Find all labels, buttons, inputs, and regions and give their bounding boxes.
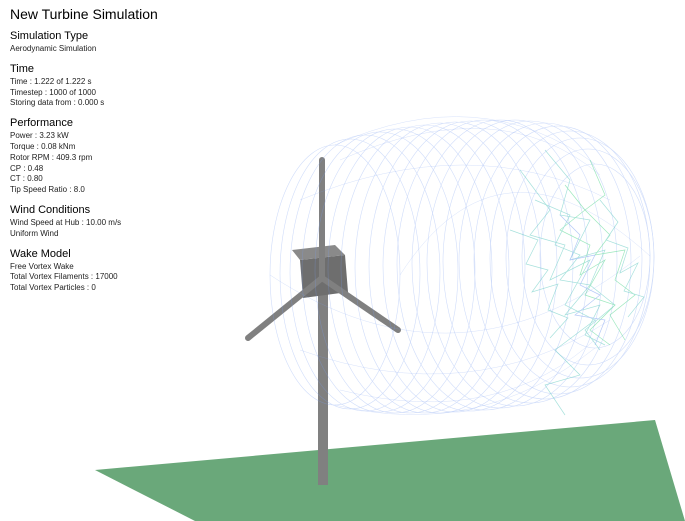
wind-line: Uniform Wind [10, 229, 220, 240]
perf-line: CP : 0.48 [10, 164, 220, 175]
time-line: Time : 1.222 of 1.222 s [10, 77, 220, 88]
turbine-tower [318, 285, 328, 485]
sim-type-value: Aerodynamic Simulation [10, 44, 220, 55]
time-line: Timestep : 1000 of 1000 [10, 88, 220, 99]
ground-plane [95, 420, 685, 521]
performance-header: Performance [10, 117, 220, 129]
simulation-title: New Turbine Simulation [10, 6, 220, 22]
wake-line: Free Vortex Wake [10, 262, 220, 273]
wake-vortex [270, 120, 654, 413]
turbine-nacelle [300, 255, 348, 298]
turbine-nacelle-top [292, 245, 345, 260]
wake-header: Wake Model [10, 248, 220, 260]
wake-helix [270, 117, 650, 415]
wind-line: Wind Speed at Hub : 10.00 m/s [10, 218, 220, 229]
wake-line: Total Vortex Filaments : 17000 [10, 272, 220, 283]
turbine-blade [248, 278, 322, 338]
wind-header: Wind Conditions [10, 204, 220, 216]
perf-line: Tip Speed Ratio : 8.0 [10, 185, 220, 196]
perf-line: Power : 3.23 kW [10, 131, 220, 142]
wake-line: Total Vortex Particles : 0 [10, 283, 220, 294]
perf-line: Torque : 0.08 kNm [10, 142, 220, 153]
wake-turbulence [510, 150, 644, 415]
perf-line: Rotor RPM : 409.3 rpm [10, 153, 220, 164]
time-header: Time [10, 63, 220, 75]
info-panel: New Turbine Simulation Simulation Type A… [10, 6, 220, 294]
sim-type-header: Simulation Type [10, 30, 220, 42]
time-line: Storing data from : 0.000 s [10, 98, 220, 109]
turbine-blade [322, 278, 398, 330]
perf-line: CT : 0.80 [10, 174, 220, 185]
